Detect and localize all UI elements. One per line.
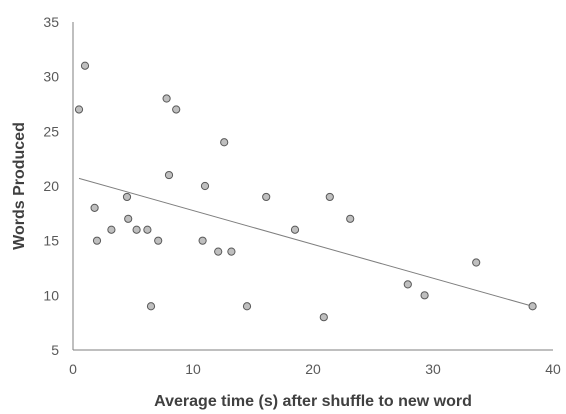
- x-tick-label: 10: [185, 361, 201, 377]
- y-tick-label: 10: [43, 287, 59, 303]
- y-tick-label: 5: [51, 342, 59, 358]
- x-tick-label: 0: [69, 361, 77, 377]
- data-point: [162, 94, 171, 103]
- x-tick-label: 20: [305, 361, 321, 377]
- y-tick-label: 15: [43, 233, 59, 249]
- data-point: [420, 291, 429, 300]
- data-point: [242, 302, 252, 311]
- trendline: [78, 177, 533, 307]
- y-tick-label: 35: [43, 14, 59, 30]
- data-point: [146, 302, 156, 311]
- data-point: [122, 192, 132, 202]
- data-point: [403, 280, 412, 289]
- data-point: [214, 247, 223, 256]
- data-point: [220, 138, 229, 147]
- data-point: [290, 225, 300, 234]
- data-point: [132, 225, 141, 234]
- data-point: [107, 225, 116, 234]
- data-point: [262, 192, 271, 202]
- data-point: [124, 214, 133, 223]
- data-point: [164, 170, 174, 180]
- y-tick-label: 25: [43, 123, 59, 139]
- data-point: [92, 236, 102, 245]
- data-point: [528, 302, 537, 311]
- data-point: [90, 203, 99, 212]
- data-point: [200, 181, 210, 191]
- data-point: [143, 225, 152, 234]
- tick-labels: 0 10 20 30 40 5 10 15 20 25 30 35: [43, 14, 561, 377]
- data-point: [319, 313, 328, 322]
- data-point: [154, 236, 163, 245]
- y-tick-label: 30: [43, 69, 59, 85]
- data-points: [74, 61, 537, 322]
- data-point: [80, 61, 90, 70]
- y-tick-label: 20: [43, 178, 59, 194]
- data-point: [172, 105, 181, 114]
- data-point: [198, 236, 207, 245]
- data-point: [346, 214, 355, 223]
- data-point: [325, 192, 334, 202]
- x-tick-label: 40: [545, 361, 561, 377]
- data-point: [74, 105, 84, 114]
- x-tick-label: 30: [425, 361, 441, 377]
- y-axis-title: Words Produced: [11, 122, 28, 250]
- data-point: [227, 247, 236, 256]
- data-point: [472, 258, 481, 267]
- x-axis-title: Average time (s) after shuffle to new wo…: [154, 393, 472, 410]
